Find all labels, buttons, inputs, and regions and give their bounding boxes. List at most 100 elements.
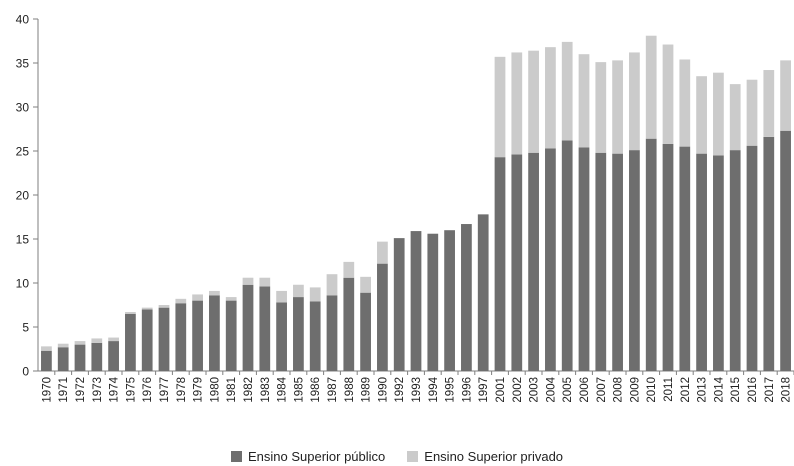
bar-public [158, 307, 170, 371]
bar-private [713, 72, 724, 156]
bar-public [578, 147, 590, 371]
stacked-bar-chart: 0 5 10 15 20 25 30 35 40 1970 1971 1972 1973 1974 1975… [16, 13, 794, 403]
bar-private [343, 261, 355, 278]
bar-private [561, 41, 573, 141]
x-tick-label: 1980 [209, 377, 221, 403]
bar-private [276, 290, 287, 303]
x-tick-label: 1992 [394, 377, 406, 403]
x-tick-label: 2016 [747, 377, 759, 403]
x-tick-label: 1979 [193, 377, 205, 403]
bar-private [175, 298, 187, 304]
bar-public [427, 233, 439, 371]
bar-private [125, 312, 136, 314]
x-tick-label: 1993 [411, 377, 423, 403]
x-tick-label: 1994 [428, 376, 440, 402]
bar-public [477, 214, 489, 371]
y-tick-label: 35 [16, 57, 30, 71]
bar-public [108, 341, 119, 371]
x-tick-label: 1972 [75, 377, 87, 403]
legend-swatch-public [230, 451, 242, 462]
bar-public [57, 347, 69, 371]
bar-public [377, 263, 388, 371]
bar-private [780, 60, 791, 131]
y-tick-label: 30 [16, 101, 30, 115]
bar-public [343, 277, 355, 371]
x-tick-label: 2010 [646, 377, 658, 403]
legend-label-public: Ensino Superior público [247, 449, 386, 464]
legend-item-private: Ensino Superior privado [407, 449, 563, 464]
bar-public [41, 350, 52, 371]
bar-private [578, 54, 590, 148]
bar-public [612, 153, 623, 371]
x-tick-label: 2003 [529, 377, 541, 403]
x-tick-label: 2008 [613, 377, 625, 403]
bar-public [713, 155, 724, 371]
bar-private [326, 274, 338, 296]
x-tick-label: 1995 [445, 377, 457, 403]
x-tick-label: 2002 [512, 377, 524, 403]
x-tick-label: 1976 [142, 377, 154, 403]
x-tick-label: 1986 [310, 377, 322, 403]
bar-private [360, 276, 371, 293]
x-tick-label: 1981 [226, 377, 238, 403]
bar-private [293, 284, 304, 298]
y-tick-label: 0 [22, 365, 29, 379]
bar-private [192, 294, 203, 301]
x-tick-label: 1996 [461, 377, 473, 403]
x-tick-label: 1983 [260, 377, 272, 403]
bar-private [729, 84, 741, 151]
bar-private [595, 62, 607, 153]
bar-public [276, 302, 287, 371]
bar-private [209, 290, 220, 296]
x-tick-label: 2015 [730, 377, 742, 403]
legend-swatch-private [407, 451, 419, 462]
bar-private [645, 35, 657, 139]
bar-private [41, 346, 52, 351]
bar-private [108, 337, 119, 342]
x-tick-label: 2006 [579, 377, 591, 403]
bar-private [242, 277, 254, 285]
bar-private [91, 338, 103, 343]
x-tick-label: 1978 [176, 377, 188, 403]
bar-public [696, 153, 707, 371]
bar-private [746, 79, 758, 146]
x-tick-label: 1997 [478, 377, 490, 403]
y-tick-label: 10 [16, 277, 30, 291]
bar-public [125, 313, 136, 371]
x-tick-label: 1985 [293, 377, 305, 403]
bar-private [629, 52, 640, 151]
y-tick-label: 40 [16, 13, 30, 27]
bar-public [629, 150, 640, 371]
bar-public [645, 138, 657, 371]
bar-private [528, 50, 539, 153]
bar-public [410, 231, 422, 371]
x-tick-label: 2012 [680, 377, 692, 403]
bar-private [57, 343, 69, 348]
bar-public [326, 295, 338, 371]
x-tick-label: 1987 [327, 377, 339, 403]
bar-private [545, 47, 556, 149]
bar-public [595, 152, 607, 371]
y-tick-label: 5 [22, 321, 29, 335]
x-tick-label: 1989 [361, 377, 373, 403]
legend: Ensino Superior público Ensino Superior … [0, 449, 794, 464]
x-tick-label: 1984 [277, 376, 289, 402]
bar-public [259, 286, 271, 371]
x-tick-label: 1973 [92, 377, 104, 403]
bar-public [209, 295, 220, 371]
x-tick-label: 1988 [344, 377, 356, 403]
x-tick-label: 1990 [377, 377, 389, 403]
x-tick-label: 1982 [243, 377, 255, 403]
bar-public [461, 224, 472, 371]
bar-public [746, 145, 758, 371]
bar-public [360, 292, 371, 371]
bar-public [309, 301, 321, 371]
bar-private [494, 56, 506, 158]
bar-private [696, 76, 707, 154]
bar-private [679, 59, 691, 147]
x-tick-label: 2004 [545, 376, 557, 402]
bar-public [679, 146, 691, 371]
bar-public [192, 300, 203, 371]
bar-private [74, 341, 86, 345]
